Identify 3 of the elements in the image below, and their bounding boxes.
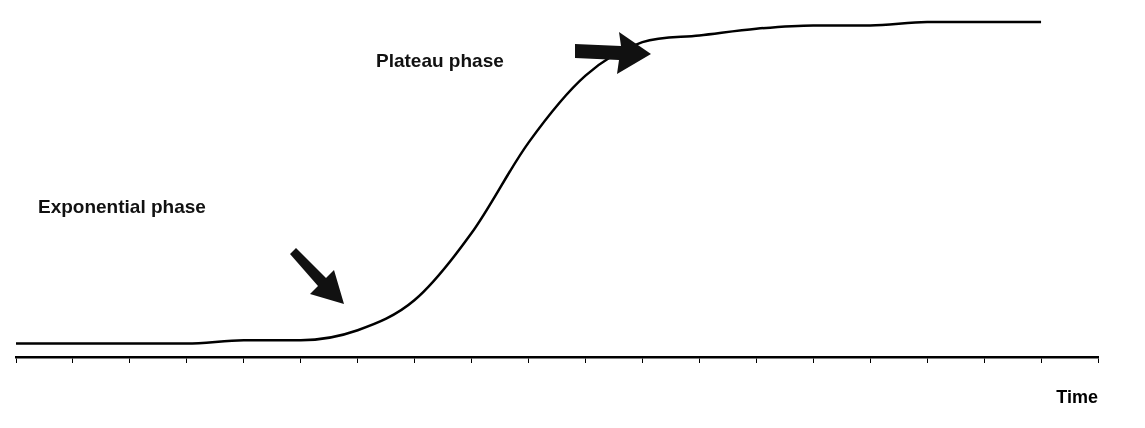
x-axis-title: Time [1056,387,1098,408]
annotation: Exponential phase [38,196,206,218]
annotation: Plateau phase [376,50,504,72]
